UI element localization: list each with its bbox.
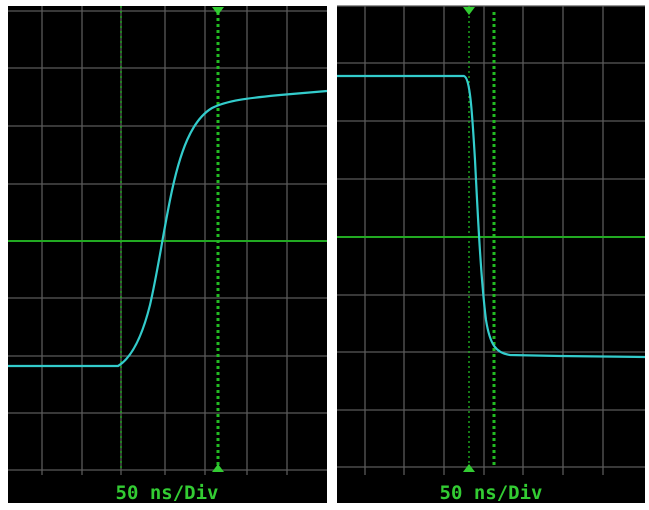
timebase-label: 50 ns/Div <box>440 482 543 504</box>
screen <box>337 6 645 503</box>
page: 50 ns/Div 50 ns/Div (() => { const data … <box>0 0 649 510</box>
timebase-label: 50 ns/Div <box>116 482 219 504</box>
screen <box>8 6 327 503</box>
scope-panel: 50 ns/Div <box>337 6 645 504</box>
scope-screenshot: 50 ns/Div 50 ns/Div <box>0 0 649 510</box>
scope-panel: 50 ns/Div <box>8 6 327 504</box>
